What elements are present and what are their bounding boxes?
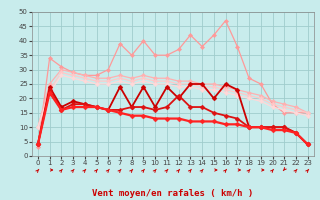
Text: Vent moyen/en rafales ( km/h ): Vent moyen/en rafales ( km/h ) xyxy=(92,189,253,198)
